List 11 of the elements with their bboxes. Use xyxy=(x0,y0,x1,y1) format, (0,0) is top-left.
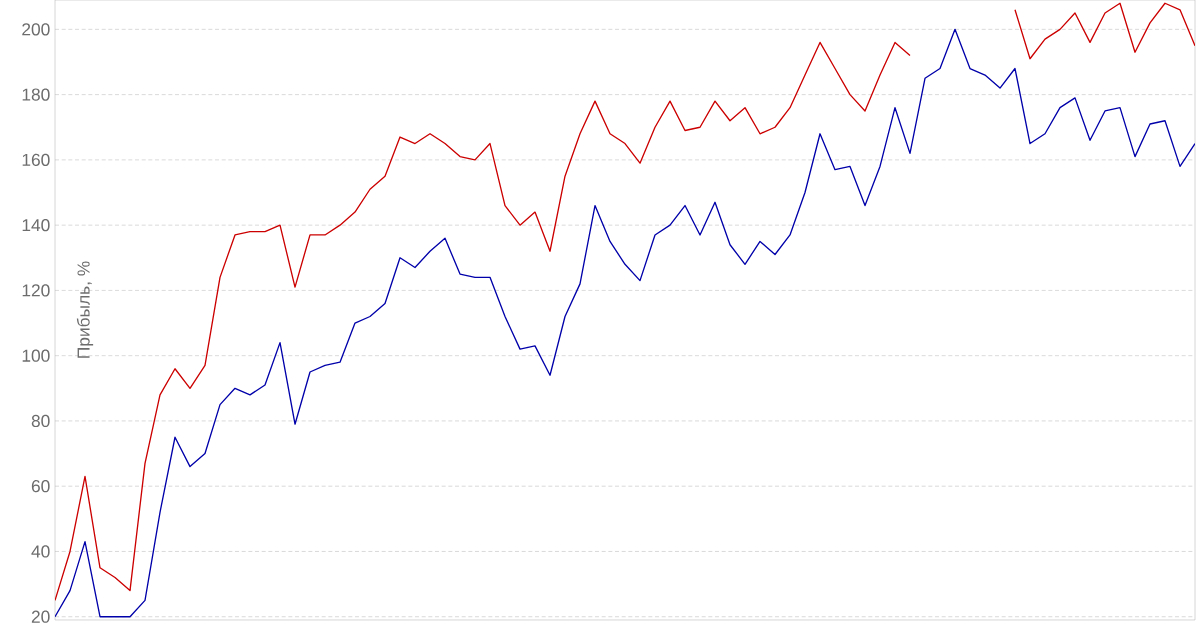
y-axis-title: Прибыль, % xyxy=(76,261,94,358)
y-tick-label: 200 xyxy=(22,23,50,36)
y-tick-label: 160 xyxy=(22,153,50,167)
y-tick-label: 20 xyxy=(31,610,50,623)
y-tick-label: 60 xyxy=(31,480,50,493)
y-tick-label: 140 xyxy=(22,219,50,232)
y-tick-label: 120 xyxy=(22,284,50,297)
y-tick-label: 180 xyxy=(22,88,50,101)
y-tick-label: 80 xyxy=(31,414,50,428)
y-tick-label: 40 xyxy=(31,545,50,558)
y-tick-label: 100 xyxy=(22,349,50,362)
